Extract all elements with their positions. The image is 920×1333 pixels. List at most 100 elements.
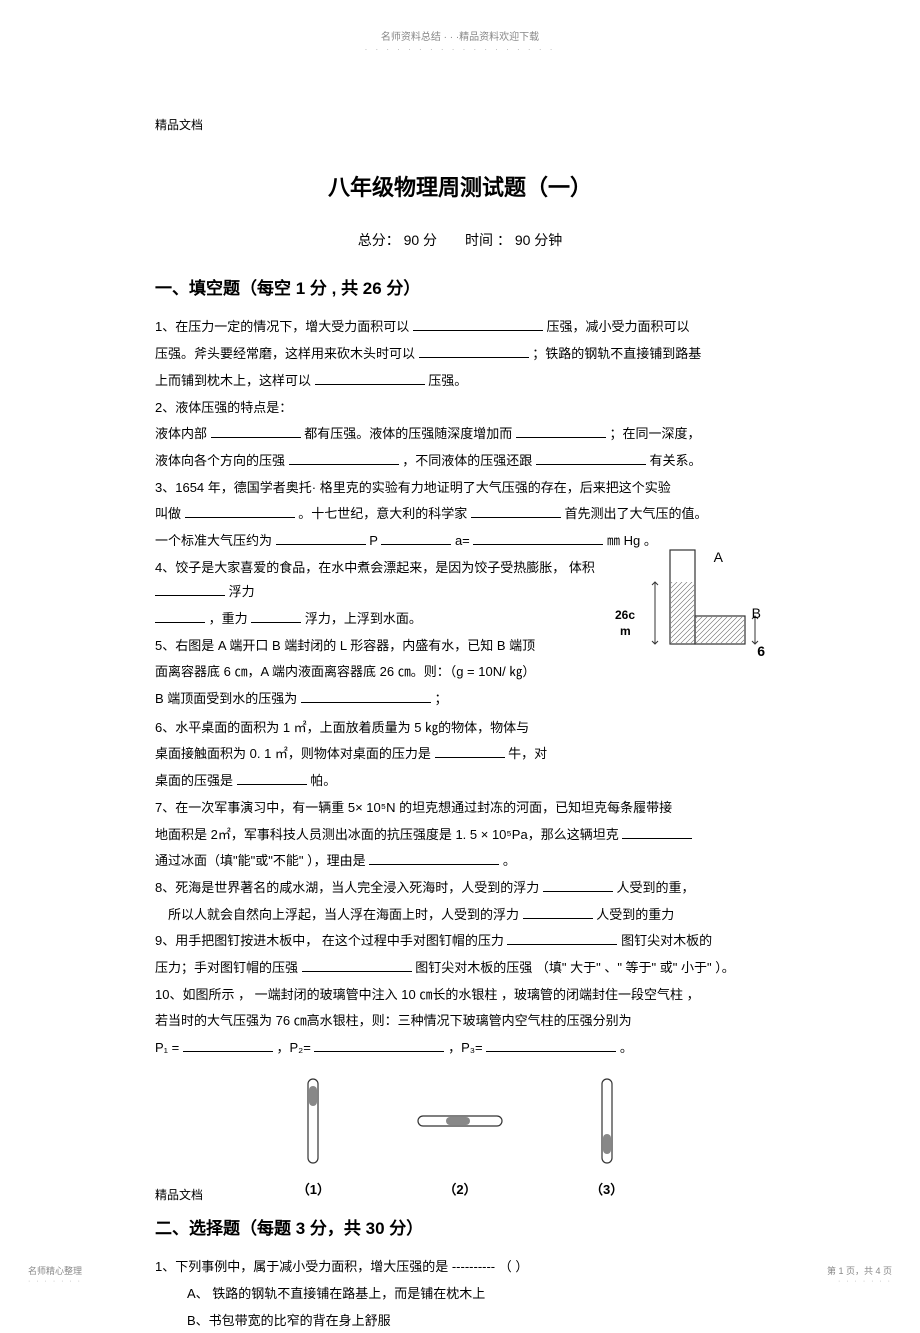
q9-line2: 压力；手对图钉帽的压强 图钉尖对木板的压强 （填" 大于" 、" 等于" 或" … (155, 956, 765, 981)
q6: 6、水平桌面的面积为 1 ㎡，上面放着质量为 5 ㎏的物体，物体与 (155, 716, 765, 741)
q10-line2: 若当时的大气压强为 76 ㎝高水银柱，则：三种情况下玻璃管内空气柱的压强分别为 (155, 1009, 765, 1034)
s2-q1-b: B、书包带宽的比窄的背在身上舒服 (187, 1309, 765, 1333)
tube-1-svg (298, 1076, 328, 1166)
blank (183, 1039, 273, 1052)
q5-text-c: B 端顶面受到水的压强为 (155, 691, 297, 706)
blank (237, 772, 307, 785)
header-summary: 名师资料总结 · · ·精品资料欢迎下载 (0, 0, 920, 43)
corner-right: 第 1 页，共 4 页 (827, 1264, 892, 1277)
page-subtitle: 总分： 90 分 时间 ： 90 分钟 (155, 227, 765, 254)
q8: 8、死海是世界著名的咸水湖，当人完全浸入死海时，人受到的浮力 人受到的重， (155, 876, 765, 901)
blank (381, 532, 451, 545)
q2-text-e: 液体向各个方向的压强 (155, 453, 285, 468)
q3-text-d: 首先测出了大气压的值。 (565, 506, 708, 521)
q1-text-a: 1、在压力一定的情况下，增大受力面积可以 (155, 319, 409, 334)
doc-label-bottom: 精品文档 (155, 1186, 203, 1203)
tube-2-label: （2） (410, 1178, 510, 1203)
blank (419, 345, 529, 358)
q1-text-c: 压强。斧头要经常磨，这样用来砍木头时可以 (155, 346, 415, 361)
diagram-svg (615, 544, 765, 654)
q8-text-a: 8、死海是世界著名的咸水湖，当人完全浸入死海时，人受到的浮力 (155, 880, 539, 895)
q10-line3: P₁ = ，P₂= ，P₃= 。 (155, 1036, 765, 1061)
q1-line3: 上而铺到枕木上，这样可以 压强。 (155, 369, 765, 394)
doc-label-top: 精品文档 (155, 114, 765, 137)
q8-text-b: 人受到的重， (616, 880, 694, 895)
q8-line2: 所以人就会自然向上浮起，当人浮在海面上时，人受到的浮力 人受到的重力 (155, 903, 765, 928)
q7-text-c: 通过冰面（填"能"或"不能" ），理由是 (155, 853, 366, 868)
tube-3-label: （3） (590, 1178, 623, 1203)
tube-2-svg (410, 1076, 510, 1166)
q7-line3: 通过冰面（填"能"或"不能" ），理由是 。 (155, 849, 765, 874)
q8-text-c: 所以人就会自然向上浮起，当人浮在海面上时，人受到的浮力 (155, 907, 519, 922)
blank (251, 610, 301, 623)
q6-line3: 桌面的压强是 帕。 (155, 769, 765, 794)
tube-1: （1） (297, 1076, 330, 1203)
q9-text-a: 9、用手把图钉按进木板中， 在这个过程中手对图钉帽的压力 (155, 933, 504, 948)
q3-text-b: 叫做 (155, 506, 181, 521)
blank (543, 879, 613, 892)
blank (301, 690, 431, 703)
blank (536, 452, 646, 465)
blank (302, 959, 412, 972)
tube-3: （3） (590, 1076, 623, 1203)
blank (314, 1039, 444, 1052)
l-container-diagram: A B 26c m 6 (615, 544, 765, 654)
corner-right-dots: · · · · · · · (838, 1278, 892, 1285)
diagram-label-a: A (714, 544, 723, 571)
corner-left-dots: · · · · · · · (28, 1278, 82, 1285)
corner-left: 名师精心整理 (28, 1264, 82, 1277)
header-dots: · · · · · · · · · · · · · · · · · · (0, 45, 920, 54)
tube-3-svg (592, 1076, 622, 1166)
s2-q1-a: A、 铁路的钢轨不直接铺在路基上，而是铺在枕木上 (187, 1282, 765, 1307)
blank (315, 372, 425, 385)
q2-line3: 液体向各个方向的压强 ，不同液体的压强还跟 有关系。 (155, 449, 765, 474)
q2-text-d: ；在同一深度， (610, 426, 701, 441)
q3-text-g: a= (455, 533, 470, 548)
blank (155, 583, 225, 596)
q9: 9、用手把图钉按进木板中， 在这个过程中手对图钉帽的压力 图钉尖对木板的 (155, 929, 765, 954)
section1-title: 一、填空题（每空 1 分 , 共 26 分） (155, 273, 765, 305)
q4-text-a: 4、饺子是大家喜爱的食品，在水中煮会漂起来，是因为饺子受热膨胀， (155, 560, 565, 575)
q10-text-d: ，P₂= (277, 1040, 311, 1055)
blank (289, 452, 399, 465)
q7: 7、在一次军事演习中，有一辆重 5× 10⁵N 的坦克想通过封冻的河面，已知坦克… (155, 796, 765, 821)
diagram-label-6: 6 (757, 638, 765, 665)
q10-text-c: P₁ = (155, 1040, 179, 1055)
q7-text-d: 。 (503, 853, 516, 868)
q9-text-d: 图钉尖对木板的压强 （填" 大于" 、" 等于" 或" 小于" ）。 (415, 960, 734, 975)
q6-text-e: 帕。 (310, 773, 336, 788)
q6-line2: 桌面接触面积为 0. 1 ㎡，则物体对桌面的压力是 牛，对 (155, 742, 765, 767)
section2-title: 二、选择题（每题 3 分，共 30 分） (155, 1213, 765, 1245)
q1-text-b: 压强，减小受力面积可以 (546, 319, 689, 334)
q2-text-g: 有关系。 (650, 453, 702, 468)
q8-text-d: 人受到的重力 (596, 907, 674, 922)
q1-line2: 压强。斧头要经常磨，这样用来砍木头时可以 ；铁路的钢轨不直接铺到路基 (155, 342, 765, 367)
q4-text-d: ，重力 (209, 611, 248, 626)
q3-text-f: P (369, 533, 377, 548)
tube-1-label: （1） (297, 1178, 330, 1203)
q1: 1、在压力一定的情况下，增大受力面积可以 压强，减小受力面积可以 (155, 315, 765, 340)
q7-text-b: 地面积是 2㎡，军事科技人员测出冰面的抗压强度是 1. 5 × 10⁵Pa，那么… (155, 827, 619, 842)
q10-text-f: 。 (620, 1040, 633, 1055)
q7-line2: 地面积是 2㎡，军事科技人员测出冰面的抗压强度是 1. 5 × 10⁵Pa，那么… (155, 823, 765, 848)
q3: 3、1654 年，德国学者奥托· 格里克的实验有力地证明了大气压强的存在，后来把… (155, 476, 765, 501)
blank (507, 932, 617, 945)
q1-text-d: ；铁路的钢轨不直接铺到路基 (532, 346, 701, 361)
q1-text-f: 压强。 (428, 373, 467, 388)
q5-text-d: ； (435, 691, 448, 706)
blank (435, 745, 505, 758)
blank (155, 610, 205, 623)
q2-line2: 液体内部 都有压强。液体的压强随深度增加而 ；在同一深度， (155, 422, 765, 447)
blank (185, 505, 295, 518)
q2-text-c: 都有压强。液体的压强随深度增加而 (304, 426, 512, 441)
blank (471, 505, 561, 518)
blank (486, 1039, 616, 1052)
q3-line2: 叫做 。十七世纪，意大利的科学家 首先测出了大气压的值。 (155, 502, 765, 527)
diagram-label-b: B (752, 600, 761, 627)
q5-line2: 面离容器底 6 ㎝，A 端内液面离容器底 26 ㎝。则：（g = 10N/ ㎏） (155, 660, 765, 685)
blank (473, 532, 603, 545)
q4-text-e: 浮力，上浮到水面。 (305, 611, 422, 626)
q3-text-c: 。十七世纪，意大利的科学家 (298, 506, 467, 521)
q9-text-c: 压力；手对图钉帽的压强 (155, 960, 298, 975)
q6-text-d: 桌面的压强是 (155, 773, 233, 788)
